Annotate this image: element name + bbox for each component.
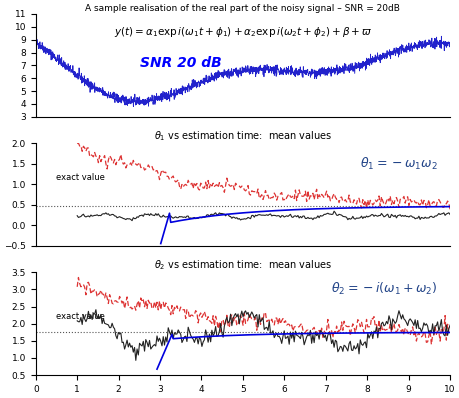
Text: exact value: exact value — [56, 312, 105, 321]
Text: $\theta_2 = -i(\omega_1 + \omega_2)$: $\theta_2 = -i(\omega_1 + \omega_2)$ — [330, 281, 437, 297]
Text: exact value: exact value — [56, 173, 105, 181]
Text: $\theta_1 = -\omega_1\omega_2$: $\theta_1 = -\omega_1\omega_2$ — [359, 156, 437, 172]
Title: $\theta_1$ vs estimation time:  mean values: $\theta_1$ vs estimation time: mean valu… — [154, 129, 331, 143]
Text: SNR 20 dB: SNR 20 dB — [140, 57, 221, 70]
Title: $\theta_2$ vs estimation time:  mean values: $\theta_2$ vs estimation time: mean valu… — [154, 258, 331, 272]
Title: A sample realisation of the real part of the noisy signal – SNR = 20dB: A sample realisation of the real part of… — [85, 4, 399, 13]
Text: $y(t) = \alpha_1 \exp i(\omega_1 t + \phi_1) + \alpha_2 \exp i(\omega_2 t + \phi: $y(t) = \alpha_1 \exp i(\omega_1 t + \ph… — [113, 25, 371, 39]
